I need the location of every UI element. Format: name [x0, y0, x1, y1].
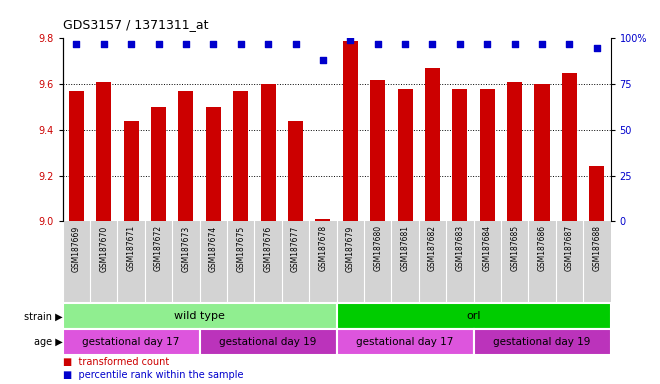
Bar — [96, 82, 112, 221]
Text: GSM187669: GSM187669 — [72, 225, 81, 271]
Text: GSM187672: GSM187672 — [154, 225, 163, 271]
Bar — [63, 303, 337, 329]
Point — [564, 41, 575, 47]
Point — [537, 41, 547, 47]
Bar — [337, 303, 610, 329]
Text: GSM187678: GSM187678 — [318, 225, 327, 271]
Text: GSM187677: GSM187677 — [291, 225, 300, 271]
Bar — [178, 91, 193, 221]
Point — [372, 41, 383, 47]
Point — [71, 41, 82, 47]
Point — [400, 41, 411, 47]
Point — [181, 41, 191, 47]
Bar — [233, 91, 248, 221]
Point — [98, 41, 109, 47]
Bar — [206, 107, 221, 221]
Bar — [151, 107, 166, 221]
Text: ■  transformed count: ■ transformed count — [63, 356, 169, 366]
Text: GSM187673: GSM187673 — [182, 225, 191, 271]
Text: strain ▶: strain ▶ — [24, 311, 63, 321]
Text: orl: orl — [467, 311, 480, 321]
Bar — [452, 89, 467, 221]
Text: gestational day 17: gestational day 17 — [356, 337, 454, 347]
Bar — [63, 329, 199, 355]
Bar — [288, 121, 303, 221]
Bar — [507, 82, 522, 221]
Text: GSM187680: GSM187680 — [373, 225, 382, 271]
Point — [236, 41, 246, 47]
Bar — [337, 329, 474, 355]
Bar — [480, 89, 495, 221]
Bar — [123, 121, 139, 221]
Text: GSM187686: GSM187686 — [537, 225, 546, 271]
Text: GSM187684: GSM187684 — [482, 225, 492, 271]
Text: GSM187688: GSM187688 — [592, 225, 601, 271]
Bar — [261, 84, 276, 221]
Text: GSM187681: GSM187681 — [401, 225, 410, 271]
Point — [591, 45, 602, 51]
Point — [208, 41, 218, 47]
Text: GSM187675: GSM187675 — [236, 225, 246, 271]
Text: gestational day 19: gestational day 19 — [493, 337, 591, 347]
Text: GDS3157 / 1371311_at: GDS3157 / 1371311_at — [63, 18, 208, 31]
Point — [126, 41, 137, 47]
Point — [263, 41, 273, 47]
Bar — [343, 41, 358, 221]
Text: age ▶: age ▶ — [34, 337, 63, 347]
Text: GSM187670: GSM187670 — [99, 225, 108, 271]
Text: gestational day 19: gestational day 19 — [219, 337, 317, 347]
Text: GSM187674: GSM187674 — [209, 225, 218, 271]
Bar — [199, 329, 337, 355]
Point — [427, 41, 438, 47]
Text: ■  percentile rank within the sample: ■ percentile rank within the sample — [63, 370, 243, 380]
Text: GSM187687: GSM187687 — [565, 225, 574, 271]
Text: gestational day 17: gestational day 17 — [82, 337, 180, 347]
Text: wild type: wild type — [174, 311, 225, 321]
Bar — [397, 89, 412, 221]
Point — [510, 41, 520, 47]
Point — [290, 41, 301, 47]
Bar — [535, 84, 550, 221]
Point — [455, 41, 465, 47]
Bar — [589, 166, 605, 221]
Bar — [562, 73, 577, 221]
Text: GSM187683: GSM187683 — [455, 225, 465, 271]
Text: GSM187671: GSM187671 — [127, 225, 136, 271]
Point — [345, 37, 356, 43]
Text: GSM187685: GSM187685 — [510, 225, 519, 271]
Bar — [69, 91, 84, 221]
Point — [482, 41, 492, 47]
Text: GSM187679: GSM187679 — [346, 225, 355, 271]
Bar — [474, 329, 610, 355]
Bar — [370, 79, 385, 221]
Point — [153, 41, 164, 47]
Bar — [315, 219, 331, 221]
Text: GSM187682: GSM187682 — [428, 225, 437, 271]
Point — [317, 57, 328, 63]
Bar — [425, 68, 440, 221]
Text: GSM187676: GSM187676 — [263, 225, 273, 271]
